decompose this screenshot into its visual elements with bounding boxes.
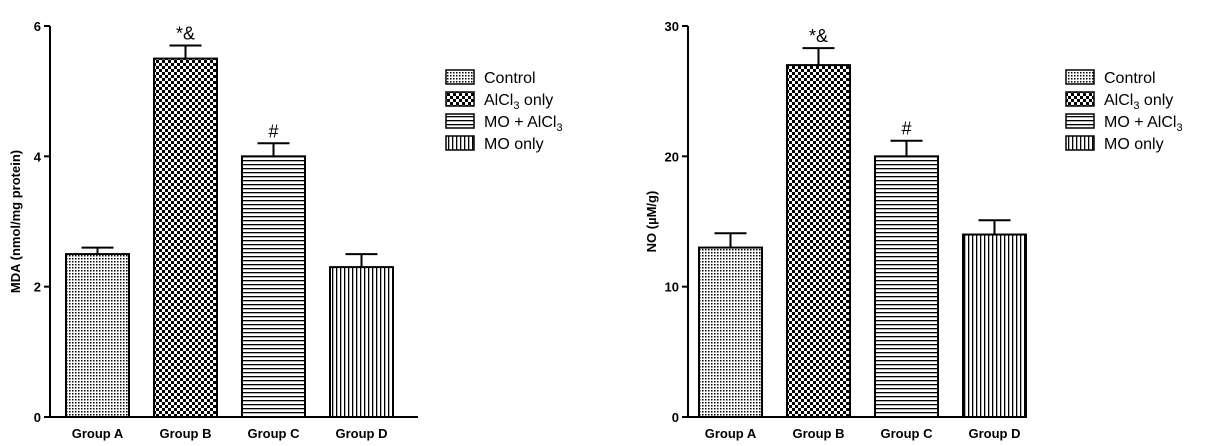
legend-label: MO only <box>1104 136 1164 153</box>
legend-label: MO + AlCl3 <box>1104 114 1183 134</box>
y-tick-label: 20 <box>665 149 679 164</box>
significance-annotation: *& <box>809 26 828 46</box>
bar-group-b <box>154 59 217 417</box>
legend-label: MO + AlCl3 <box>484 114 563 134</box>
bar-group-c <box>242 156 305 417</box>
legend-label: AlCl3 only <box>484 92 553 112</box>
bar-group-c <box>875 156 938 417</box>
y-tick-label: 30 <box>665 19 679 34</box>
y-tick-label: 2 <box>34 280 41 295</box>
legend-swatch <box>1066 114 1094 128</box>
bar-group-d <box>330 267 393 417</box>
x-tick-label: Group B <box>160 426 212 441</box>
significance-annotation: # <box>901 119 911 139</box>
x-tick-label: Group B <box>793 426 845 441</box>
x-tick-label: Group A <box>72 426 124 441</box>
y-axis-title: NO (µM/g) <box>644 191 659 253</box>
y-axis-title: MDA (nmol/mg protein) <box>8 150 23 293</box>
legend-swatch <box>1066 92 1094 106</box>
bar-group-a <box>699 248 762 417</box>
significance-annotation: # <box>268 121 278 141</box>
y-tick-label: 10 <box>665 280 679 295</box>
y-tick-label: 0 <box>672 410 679 425</box>
legend-label: Control <box>1104 70 1156 87</box>
mda-chart: 0 2 4 6 MDA (nmol/mg protein) Group A *& Group … <box>8 19 563 441</box>
bar-group-b <box>787 65 850 417</box>
y-tick-label: 0 <box>34 410 41 425</box>
legend-swatch <box>446 92 474 106</box>
legend-swatch <box>446 114 474 128</box>
y-tick-label: 6 <box>34 19 41 34</box>
x-tick-label: Group D <box>336 426 388 441</box>
legend-label: Control <box>484 70 536 87</box>
legend-label: AlCl3 only <box>1104 92 1173 112</box>
significance-annotation: *& <box>176 24 195 44</box>
y-tick-label: 4 <box>34 149 42 164</box>
x-tick-label: Group A <box>705 426 757 441</box>
legend-swatch <box>1066 70 1094 84</box>
x-tick-label: Group D <box>969 426 1021 441</box>
bar-group-d <box>963 235 1026 417</box>
bar-group-a <box>66 254 129 417</box>
legend-swatch <box>446 136 474 150</box>
x-tick-label: Group C <box>881 426 934 441</box>
legend-swatch <box>446 70 474 84</box>
legend-label: MO only <box>484 136 544 153</box>
legend-swatch <box>1066 136 1094 150</box>
x-tick-label: Group C <box>248 426 301 441</box>
no-chart: 0 10 20 30 NO (µM/g) Group A *& Group B # Group C… <box>644 19 1183 441</box>
